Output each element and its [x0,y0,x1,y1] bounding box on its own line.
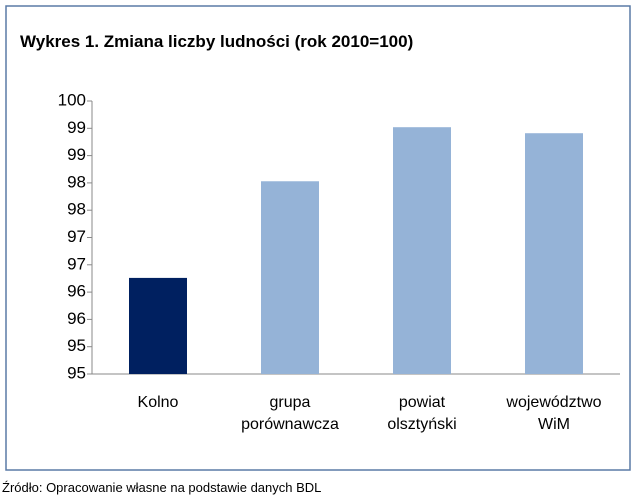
frame [5,5,631,471]
y-tick-label: 98 [67,172,86,191]
x-tick-label: województwo WiM [506,394,602,433]
y-tick-label: 98 [67,200,86,219]
x-tick-label: powiat olsztyński [387,394,457,433]
x-tick-label: grupa porównawcza [241,394,339,433]
bar [129,277,187,374]
source-note: Źródło: Opracowanie własne na podstawie … [2,480,322,495]
bar [261,181,319,374]
y-tick-label: 97 [67,227,86,246]
x-tick-label: Kolno [137,394,179,411]
y-tick-label: 95 [67,336,86,355]
y-tick-label: 96 [67,282,86,301]
bar [393,127,451,374]
y-tick-label: 99 [67,145,86,164]
bar [525,133,583,374]
y-tick-label: 97 [67,254,86,273]
y-tick-label: 100 [58,90,86,109]
y-tick-label: 96 [67,309,86,328]
y-tick-label: 95 [67,363,86,382]
chart-title: Wykres 1. Zmiana liczby ludności (rok 20… [20,32,414,51]
y-tick-label: 99 [67,118,86,137]
